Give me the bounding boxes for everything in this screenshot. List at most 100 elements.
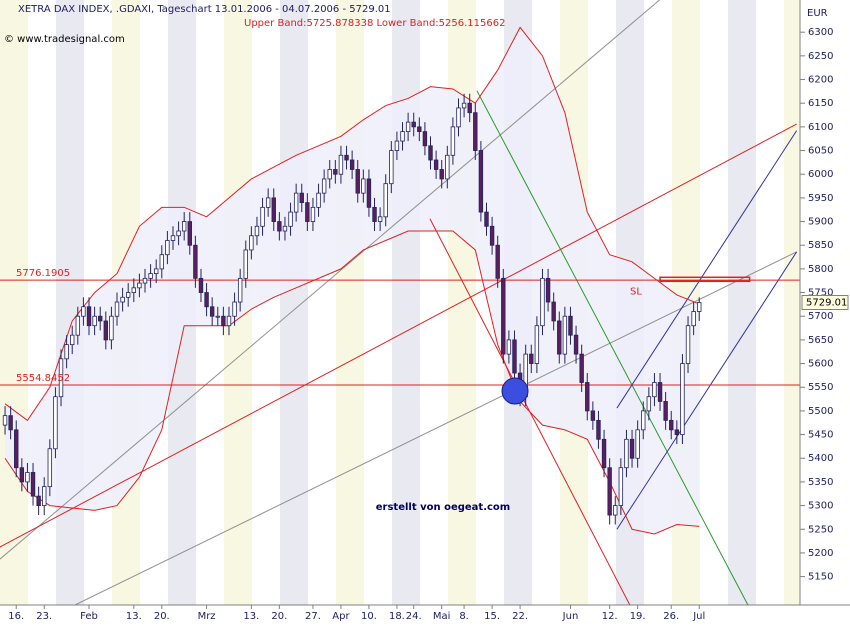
y-tick-label: 6250 <box>808 51 833 62</box>
candle-body <box>540 277 545 327</box>
x-tick-label: 15. <box>484 611 500 622</box>
stripe <box>56 0 84 605</box>
candle-body <box>64 344 69 360</box>
last-price-label: 5729.01 <box>806 297 847 308</box>
candle-body <box>310 206 316 222</box>
y-tick-label: 5450 <box>808 430 833 441</box>
y-tick-label: 5550 <box>808 382 833 393</box>
candle-body <box>254 225 260 237</box>
candle-body <box>439 169 444 180</box>
stripe <box>0 0 28 605</box>
stop-loss-bar <box>659 276 751 283</box>
candle-body <box>355 169 360 194</box>
candle-body <box>635 429 640 459</box>
y-axis-label: EUR <box>807 8 828 19</box>
candle-body <box>417 126 422 133</box>
candle-body <box>646 396 652 412</box>
candle-body <box>551 301 556 322</box>
stripe <box>700 0 728 605</box>
y-tick-label: 5400 <box>808 453 833 464</box>
candle-body <box>70 334 75 346</box>
candle-body <box>394 140 400 151</box>
candle-body <box>109 315 114 341</box>
y-tick-label: 5950 <box>808 193 833 204</box>
candle-body <box>299 192 304 204</box>
candle-body <box>288 211 293 227</box>
stop-loss-label: SL <box>630 286 642 297</box>
x-tick-label: 18. <box>389 611 405 622</box>
x-tick-label: 20. <box>154 611 170 622</box>
bollinger-band <box>4 230 700 535</box>
candle-body <box>663 401 668 421</box>
level-label: 5776.1905 <box>16 268 70 279</box>
trend-line <box>616 251 798 530</box>
copyright: © www.tradesignal.com <box>4 34 125 45</box>
band-fill <box>5 27 700 534</box>
candle-body <box>153 268 159 275</box>
stripe <box>364 0 392 605</box>
candle-body <box>669 419 674 431</box>
y-tick-label: 5700 <box>808 311 833 322</box>
candle-body <box>193 244 198 279</box>
candle-body <box>389 150 394 185</box>
candle-body <box>495 244 500 279</box>
stripe <box>308 0 336 605</box>
y-tick-label: 5350 <box>808 477 833 488</box>
y-tick-label: 6050 <box>808 146 833 157</box>
stripe <box>336 0 364 605</box>
candle-body <box>456 107 461 128</box>
candle-body <box>243 249 248 279</box>
candle-body <box>534 325 540 364</box>
trend-line <box>0 123 797 548</box>
chart-subtitle: Upper Band:5725.878338 Lower Band:5256.1… <box>244 18 505 29</box>
x-tick-label: 26. <box>663 611 679 622</box>
x-tick-label: Feb <box>80 611 98 622</box>
candle-body <box>209 306 215 317</box>
candle-body <box>579 353 584 383</box>
candle-body <box>75 315 81 336</box>
candle-body <box>293 192 299 213</box>
candle-body <box>467 102 472 114</box>
plot-area <box>0 0 800 605</box>
y-tick-label: 5200 <box>808 548 833 559</box>
chart-title: XETRA DAX INDEX, .GDAXI, Tageschart 13.0… <box>18 4 391 15</box>
stripe <box>280 0 308 605</box>
candle-body <box>53 396 58 450</box>
x-tick-label: 16. <box>8 611 24 622</box>
candle-body <box>333 169 338 175</box>
candle-body <box>501 277 506 355</box>
x-tick-label: 10. <box>361 611 377 622</box>
candle-body <box>249 235 254 251</box>
bollinger-band <box>4 26 700 422</box>
y-tick-label: 5850 <box>808 240 833 251</box>
x-tick-label: 13. <box>126 611 142 622</box>
candle-body <box>361 178 366 194</box>
y-tick-label: 6150 <box>808 98 833 109</box>
y-tick-label: 6200 <box>808 75 833 86</box>
candle-body <box>338 154 344 175</box>
x-tick-label: Jun <box>562 611 579 622</box>
candle-body <box>25 472 30 483</box>
candle-body <box>607 467 612 516</box>
y-tick-label: 5150 <box>808 572 833 583</box>
candle-body <box>19 467 25 483</box>
candle-body <box>265 197 271 208</box>
y-tick-label: 6300 <box>808 27 833 38</box>
candle-body <box>568 315 573 336</box>
annotation: erstellt von oegeat.com <box>376 502 510 513</box>
candle-body <box>170 235 176 241</box>
x-tick-label: 23. <box>36 611 52 622</box>
marker-circle <box>501 377 529 405</box>
candle-body <box>433 159 439 170</box>
candle-body <box>305 202 310 222</box>
candle-body <box>187 221 192 246</box>
candle-body <box>204 292 209 308</box>
y-tick-label: 6100 <box>808 122 833 133</box>
last-price-box <box>801 294 849 310</box>
candle-body <box>81 306 86 317</box>
y-tick-label: 5800 <box>808 264 833 275</box>
candle-body <box>98 315 103 322</box>
candle-body <box>624 438 629 469</box>
